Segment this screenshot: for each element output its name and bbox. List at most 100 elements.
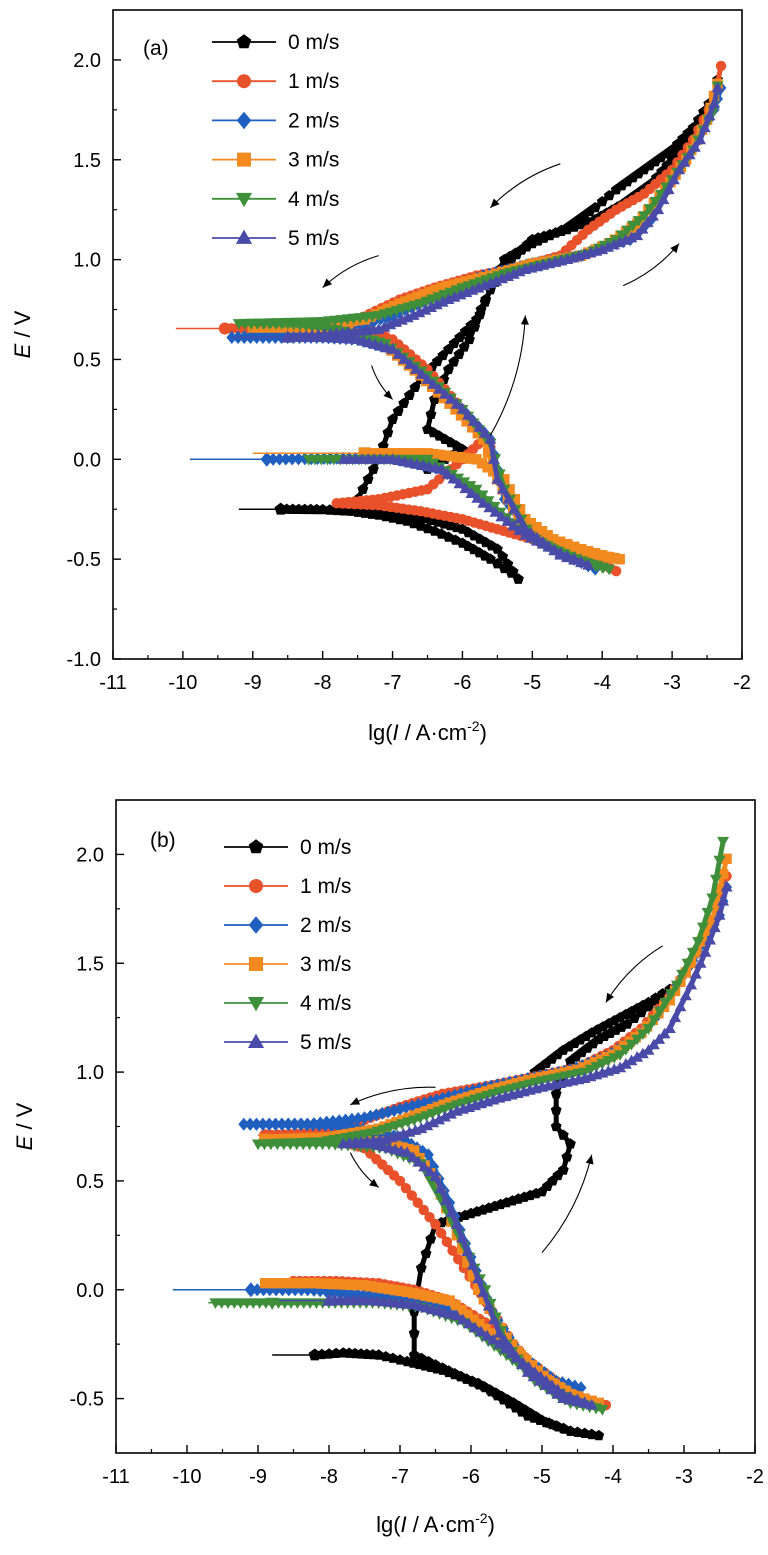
data-point xyxy=(643,204,656,215)
data-point xyxy=(513,513,526,524)
data-point xyxy=(308,1117,320,1131)
data-point xyxy=(450,1309,463,1321)
data-point xyxy=(497,483,509,494)
x-tick-label: -10 xyxy=(168,672,197,694)
data-point xyxy=(551,1388,564,1399)
plot-area xyxy=(172,836,733,1441)
data-point xyxy=(469,321,481,332)
data-point xyxy=(406,1190,418,1201)
data-point xyxy=(421,454,434,466)
legend-item: 3 m/s xyxy=(224,953,351,976)
data-point xyxy=(619,1045,632,1056)
data-point xyxy=(333,1114,345,1128)
data-point xyxy=(646,209,659,221)
legend-item: 4 m/s xyxy=(212,188,339,211)
data-point xyxy=(463,1317,475,1329)
arrow-line xyxy=(322,255,379,289)
y-tick-label: 0.5 xyxy=(76,1171,104,1193)
data-point xyxy=(653,1033,666,1044)
data-point xyxy=(293,452,304,466)
data-point xyxy=(340,1113,351,1127)
data-point xyxy=(412,1197,423,1208)
data-point xyxy=(501,515,514,526)
data-point xyxy=(440,1194,453,1205)
data-point xyxy=(458,341,470,352)
arrow-head xyxy=(490,198,500,208)
data-point xyxy=(435,1227,447,1239)
data-point xyxy=(706,893,719,905)
data-point xyxy=(357,483,369,494)
data-point xyxy=(717,895,729,906)
x-tick-label: -4 xyxy=(604,1466,622,1488)
data-point xyxy=(699,946,712,957)
legend-item: 4 m/s xyxy=(224,992,351,1015)
data-point xyxy=(327,1114,339,1128)
data-point xyxy=(542,540,555,551)
data-point xyxy=(478,427,491,438)
data-point xyxy=(441,467,454,479)
data-point xyxy=(392,405,404,416)
data-point xyxy=(550,1104,562,1115)
x-tick-label: -11 xyxy=(102,1466,129,1488)
data-point xyxy=(453,1254,464,1265)
data-point xyxy=(550,1120,562,1132)
data-point xyxy=(409,363,422,374)
y-tick-label: -0.5 xyxy=(67,549,101,571)
panel-b-chart: -11 -10 -9 -8 -7 -6 -5 -4 -3 -2 -0.5 0.0 0.5 1.0 1.5 2.… xyxy=(12,799,764,1537)
data-point xyxy=(352,1112,364,1125)
data-point xyxy=(504,1342,517,1354)
x-tick-label: -2 xyxy=(733,672,751,694)
data-point xyxy=(433,383,446,394)
data-point xyxy=(621,1018,633,1029)
data-point xyxy=(445,1206,458,1217)
data-point xyxy=(434,1182,447,1193)
data-point xyxy=(425,408,437,419)
series-1 xyxy=(175,60,727,577)
series-5 xyxy=(279,880,733,1410)
arrow-line xyxy=(622,243,680,287)
data-point xyxy=(456,1231,469,1243)
data-point xyxy=(584,1064,597,1076)
data-point xyxy=(642,1024,655,1035)
data-point xyxy=(516,1358,529,1369)
data-point xyxy=(667,173,680,185)
data-point xyxy=(704,933,716,945)
arrow-head xyxy=(670,243,680,254)
data-point xyxy=(415,1262,427,1273)
data-point xyxy=(302,1117,314,1131)
y-tick-label: 0.5 xyxy=(73,349,101,371)
data-point xyxy=(627,220,639,232)
legend-label: 5 m/s xyxy=(288,227,339,250)
data-point xyxy=(458,477,471,488)
data-point xyxy=(421,1119,434,1131)
data-point xyxy=(408,1327,420,1338)
data-point xyxy=(423,1165,436,1177)
data-point xyxy=(367,463,379,474)
data-point xyxy=(413,306,426,318)
data-point xyxy=(276,1117,288,1131)
x-tick-label: -11 xyxy=(99,672,126,694)
plot-frame xyxy=(112,9,743,660)
data-point xyxy=(525,527,538,538)
y-tick-label: 1.0 xyxy=(76,1062,104,1084)
data-point xyxy=(499,1334,512,1346)
y-axis-label: E / V xyxy=(10,310,35,358)
legend-label: 4 m/s xyxy=(288,188,339,211)
arrow-head xyxy=(520,315,529,325)
data-point xyxy=(487,1333,500,1345)
data-point xyxy=(659,998,672,1009)
data-point xyxy=(489,506,502,517)
data-point xyxy=(260,451,274,467)
x-tick-label: -2 xyxy=(746,1466,764,1488)
data-point xyxy=(590,1061,603,1073)
data-point xyxy=(596,1059,609,1070)
data-point xyxy=(270,1117,282,1131)
data-point xyxy=(557,1164,569,1175)
data-point xyxy=(398,397,410,408)
data-point xyxy=(491,473,504,484)
data-point xyxy=(477,497,490,508)
data-point xyxy=(527,1370,540,1382)
legend-label: 1 m/s xyxy=(288,70,339,93)
data-point xyxy=(713,909,726,920)
data-point xyxy=(632,216,645,227)
